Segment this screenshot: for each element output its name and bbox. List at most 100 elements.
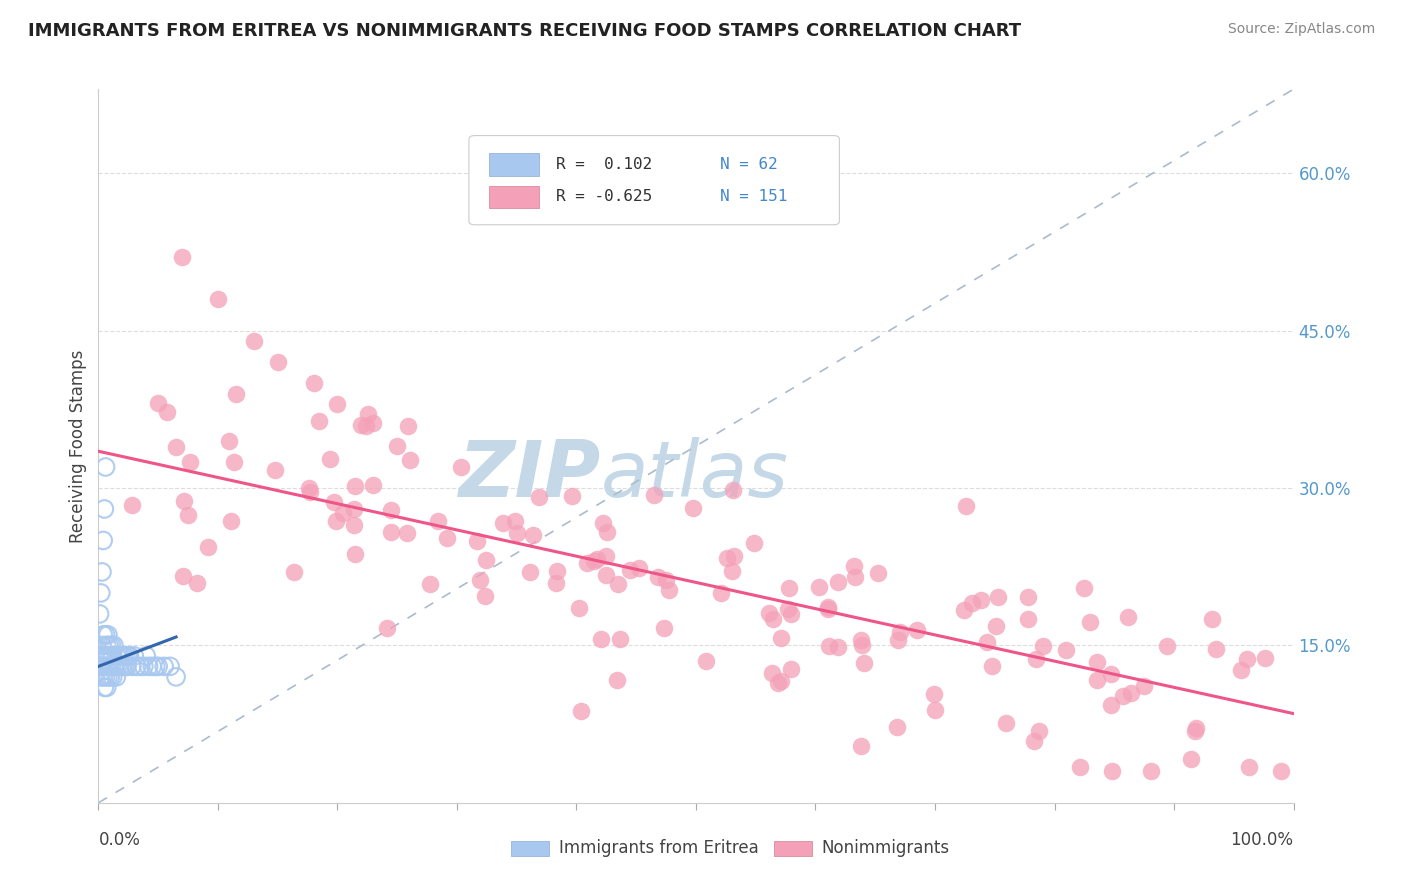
Point bbox=[110, 648, 132, 663]
Point bbox=[522, 528, 544, 542]
Point bbox=[98, 670, 122, 684]
Point bbox=[1156, 639, 1178, 653]
Point bbox=[1201, 612, 1223, 626]
Point bbox=[721, 565, 744, 579]
Point bbox=[118, 648, 141, 663]
Point bbox=[117, 648, 139, 663]
Point bbox=[419, 576, 441, 591]
Point bbox=[94, 648, 117, 663]
Point bbox=[818, 639, 841, 653]
Point bbox=[165, 670, 187, 684]
Point bbox=[101, 648, 124, 663]
Point bbox=[145, 659, 167, 673]
FancyBboxPatch shape bbox=[489, 186, 540, 209]
Point bbox=[186, 576, 208, 591]
Point bbox=[655, 574, 678, 588]
Point bbox=[124, 648, 146, 663]
Point bbox=[817, 602, 839, 616]
Point bbox=[426, 514, 449, 528]
Point bbox=[343, 518, 366, 533]
Point bbox=[100, 659, 122, 673]
Point bbox=[1270, 764, 1292, 779]
Point bbox=[121, 498, 143, 512]
Point bbox=[90, 648, 112, 663]
Point bbox=[132, 659, 155, 673]
Point bbox=[96, 639, 118, 653]
Point bbox=[224, 455, 246, 469]
Point bbox=[111, 659, 134, 673]
Point bbox=[344, 479, 367, 493]
Point bbox=[1085, 673, 1108, 687]
Point bbox=[465, 534, 488, 549]
Point bbox=[1133, 679, 1156, 693]
Point bbox=[468, 574, 491, 588]
Point bbox=[159, 659, 181, 673]
Point bbox=[868, 566, 890, 580]
Point bbox=[97, 670, 120, 684]
Point bbox=[90, 586, 112, 600]
Point bbox=[97, 628, 120, 642]
Point bbox=[148, 659, 170, 673]
Point bbox=[115, 648, 138, 663]
Point bbox=[592, 516, 614, 531]
Point bbox=[121, 659, 143, 673]
Point bbox=[361, 478, 384, 492]
Point bbox=[94, 670, 117, 684]
Point bbox=[628, 561, 651, 575]
Point bbox=[546, 576, 568, 591]
Point bbox=[380, 503, 402, 517]
Point bbox=[396, 418, 419, 433]
Point bbox=[606, 673, 628, 687]
Point bbox=[1069, 760, 1091, 774]
Point bbox=[1112, 689, 1135, 703]
Point bbox=[343, 547, 366, 561]
Point bbox=[506, 526, 529, 541]
Point bbox=[177, 508, 200, 522]
Point bbox=[399, 452, 422, 467]
Point bbox=[1239, 760, 1261, 774]
Point bbox=[886, 720, 908, 734]
Point bbox=[1017, 612, 1039, 626]
Point bbox=[770, 674, 793, 689]
Point bbox=[984, 619, 1007, 633]
Point bbox=[1054, 643, 1077, 657]
Point bbox=[1119, 686, 1142, 700]
Point bbox=[1099, 666, 1122, 681]
Point bbox=[595, 549, 617, 563]
Point bbox=[153, 659, 176, 673]
Point bbox=[1140, 764, 1163, 779]
Point bbox=[905, 623, 928, 637]
Text: N = 151: N = 151 bbox=[720, 189, 787, 203]
Point bbox=[595, 567, 617, 582]
Point bbox=[1017, 590, 1039, 604]
Point bbox=[179, 455, 201, 469]
Point bbox=[1184, 724, 1206, 739]
Point bbox=[361, 416, 384, 430]
Point bbox=[475, 553, 498, 567]
Point bbox=[586, 552, 609, 566]
Point bbox=[91, 628, 114, 642]
Point bbox=[647, 570, 669, 584]
Point bbox=[1230, 663, 1253, 677]
Text: Nonimmigrants: Nonimmigrants bbox=[821, 839, 949, 857]
Point bbox=[1236, 652, 1258, 666]
Point bbox=[609, 632, 631, 647]
Point bbox=[112, 648, 135, 663]
Point bbox=[91, 565, 114, 579]
Point bbox=[218, 434, 240, 449]
Point bbox=[103, 639, 125, 653]
Point bbox=[776, 602, 799, 616]
Text: N = 62: N = 62 bbox=[720, 157, 778, 172]
FancyBboxPatch shape bbox=[510, 840, 548, 856]
Point bbox=[146, 395, 169, 409]
Point bbox=[125, 659, 148, 673]
Point bbox=[172, 250, 194, 264]
Point bbox=[350, 417, 373, 432]
Point bbox=[1032, 639, 1054, 653]
Point bbox=[976, 635, 998, 649]
Point bbox=[96, 681, 118, 695]
Point bbox=[354, 418, 377, 433]
Point bbox=[1205, 642, 1227, 657]
Point bbox=[156, 405, 179, 419]
Point bbox=[519, 566, 541, 580]
